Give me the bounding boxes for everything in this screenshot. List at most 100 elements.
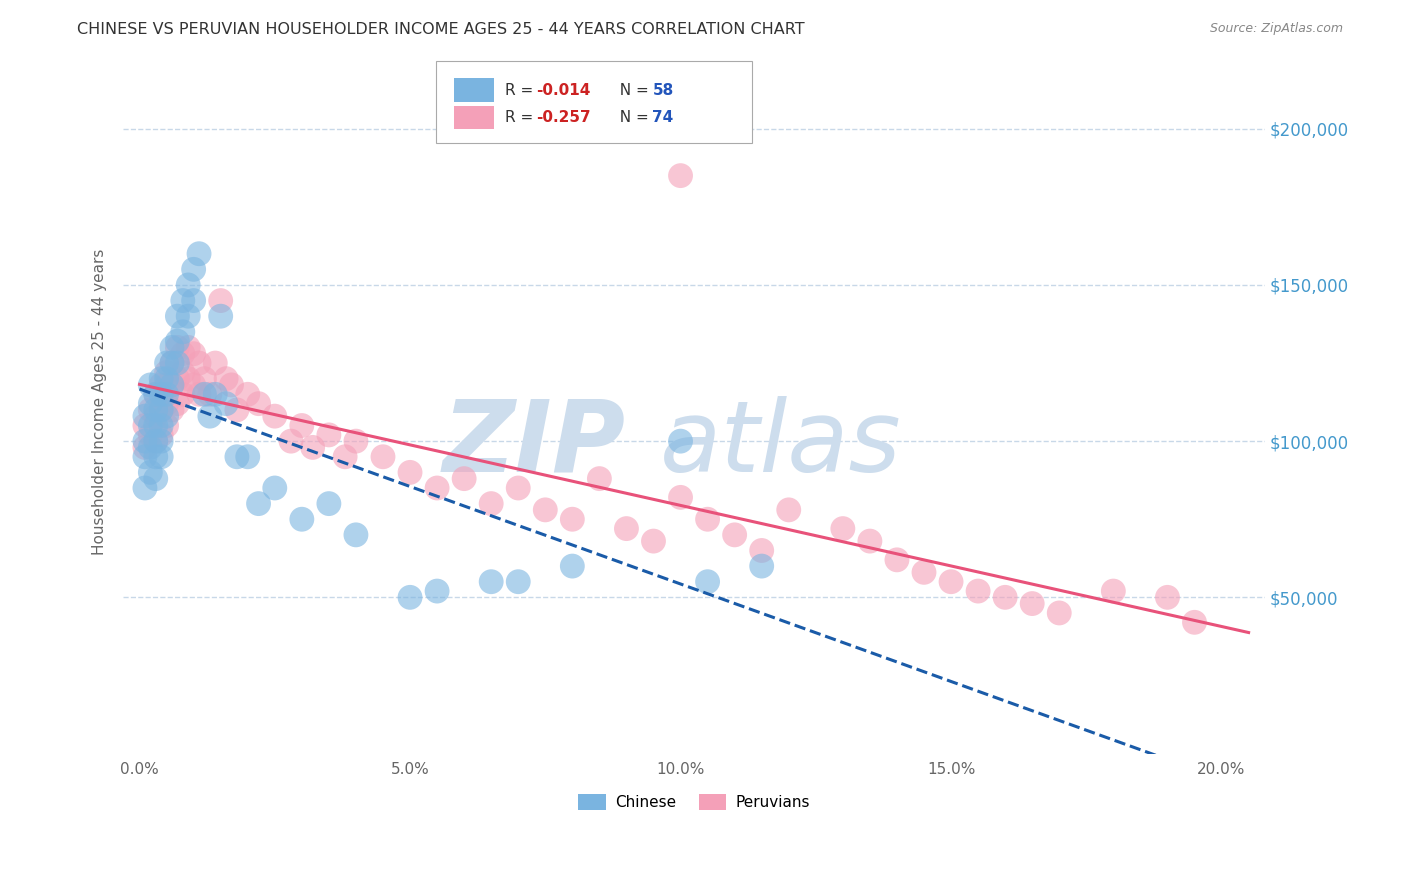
- Point: [145, 472, 167, 486]
- Point: [139, 403, 162, 417]
- Point: [616, 522, 638, 536]
- Point: [139, 397, 162, 411]
- Point: [166, 372, 188, 386]
- Point: [479, 497, 502, 511]
- Point: [247, 497, 270, 511]
- Point: [160, 378, 183, 392]
- Point: [696, 574, 718, 589]
- Point: [172, 366, 194, 380]
- Point: [155, 418, 177, 433]
- Point: [177, 340, 200, 354]
- Point: [426, 481, 449, 495]
- Point: [399, 466, 422, 480]
- Point: [198, 387, 221, 401]
- Point: [344, 528, 367, 542]
- Point: [188, 246, 211, 260]
- Point: [166, 340, 188, 354]
- Point: [188, 387, 211, 401]
- Text: R =: R =: [505, 111, 538, 125]
- Point: [534, 503, 557, 517]
- Point: [371, 450, 394, 464]
- Point: [209, 309, 232, 323]
- Point: [508, 574, 530, 589]
- Point: [166, 397, 188, 411]
- Text: 58: 58: [652, 83, 673, 97]
- Point: [994, 591, 1017, 605]
- Point: [145, 450, 167, 464]
- Point: [134, 409, 156, 424]
- Text: ZIP: ZIP: [443, 396, 626, 492]
- Text: atlas: atlas: [659, 396, 901, 492]
- Point: [301, 441, 323, 455]
- Point: [145, 409, 167, 424]
- Point: [150, 418, 173, 433]
- Point: [236, 450, 259, 464]
- Legend: Chinese, Peruvians: Chinese, Peruvians: [572, 788, 815, 816]
- Point: [188, 356, 211, 370]
- Point: [318, 428, 340, 442]
- Point: [508, 481, 530, 495]
- Point: [155, 378, 177, 392]
- Point: [236, 387, 259, 401]
- Point: [193, 372, 215, 386]
- Point: [588, 472, 610, 486]
- Text: -0.257: -0.257: [536, 111, 591, 125]
- Point: [751, 559, 773, 574]
- Point: [183, 262, 205, 277]
- Point: [696, 512, 718, 526]
- Point: [967, 584, 990, 599]
- Point: [160, 356, 183, 370]
- Point: [177, 309, 200, 323]
- Text: Source: ZipAtlas.com: Source: ZipAtlas.com: [1209, 22, 1343, 36]
- Point: [479, 574, 502, 589]
- Text: N =: N =: [610, 83, 654, 97]
- Point: [453, 472, 475, 486]
- Point: [226, 403, 249, 417]
- Point: [669, 434, 692, 449]
- Point: [150, 372, 173, 386]
- Point: [291, 418, 314, 433]
- Point: [1021, 597, 1043, 611]
- Point: [172, 293, 194, 308]
- Point: [145, 403, 167, 417]
- Point: [172, 325, 194, 339]
- Point: [939, 574, 962, 589]
- Point: [134, 481, 156, 495]
- Point: [150, 403, 173, 417]
- Point: [139, 418, 162, 433]
- Point: [155, 409, 177, 424]
- Point: [150, 378, 173, 392]
- Point: [139, 378, 162, 392]
- Point: [1184, 615, 1206, 630]
- Point: [139, 466, 162, 480]
- Point: [333, 450, 356, 464]
- Point: [226, 450, 249, 464]
- Point: [183, 293, 205, 308]
- Point: [183, 347, 205, 361]
- Point: [209, 293, 232, 308]
- Point: [145, 434, 167, 449]
- Point: [669, 491, 692, 505]
- Text: 74: 74: [652, 111, 673, 125]
- Text: N =: N =: [610, 111, 654, 125]
- Point: [160, 356, 183, 370]
- Text: CHINESE VS PERUVIAN HOUSEHOLDER INCOME AGES 25 - 44 YEARS CORRELATION CHART: CHINESE VS PERUVIAN HOUSEHOLDER INCOME A…: [77, 22, 806, 37]
- Point: [859, 534, 882, 549]
- Point: [145, 387, 167, 401]
- Point: [426, 584, 449, 599]
- Point: [134, 441, 156, 455]
- Point: [145, 434, 167, 449]
- Point: [166, 334, 188, 348]
- Point: [1156, 591, 1178, 605]
- Point: [150, 428, 173, 442]
- Point: [150, 434, 173, 449]
- Point: [134, 450, 156, 464]
- Point: [724, 528, 747, 542]
- Point: [166, 309, 188, 323]
- Point: [172, 387, 194, 401]
- Point: [1047, 606, 1070, 620]
- Text: -0.014: -0.014: [536, 83, 591, 97]
- Point: [399, 591, 422, 605]
- Point: [150, 403, 173, 417]
- Point: [886, 553, 908, 567]
